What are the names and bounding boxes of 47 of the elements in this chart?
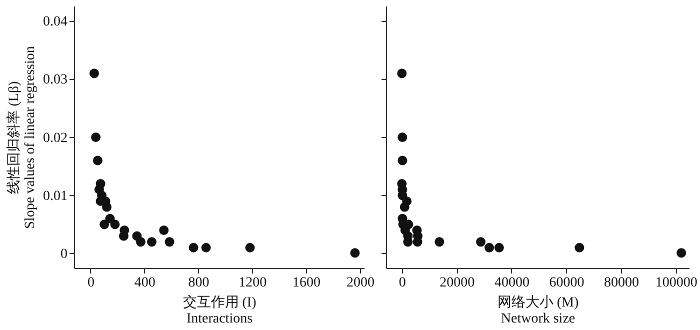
point: [434, 237, 444, 247]
y-tick-label: 0.01: [43, 188, 68, 204]
point: [201, 242, 211, 252]
x-tick-label: 1600: [292, 276, 321, 290]
y-tick-label: 0.04: [43, 14, 68, 30]
point: [400, 202, 410, 212]
x-axis-title: 网络大小 (M) Network size: [497, 294, 579, 326]
point: [398, 156, 408, 166]
point: [89, 68, 99, 78]
point: [91, 132, 101, 142]
x-tick-label: 80000: [604, 276, 640, 290]
x-tick-label: 100000: [655, 276, 698, 290]
point: [147, 237, 156, 247]
point: [398, 132, 408, 142]
x-tick-label: 2000: [346, 276, 374, 290]
y-axis-title: 线性回归斜率 (Lβ) Slope values of linear regression: [6, 46, 38, 229]
x-axis-title: 交互作用 (I) Interactions: [182, 294, 257, 326]
point: [164, 237, 174, 247]
point: [159, 226, 169, 235]
point: [118, 231, 128, 241]
point: [676, 248, 686, 258]
x-tick-label: 400: [134, 276, 156, 290]
point: [136, 237, 146, 247]
y-tick-label: 0.03: [43, 72, 68, 88]
point: [476, 237, 486, 247]
point: [403, 237, 413, 247]
y-tick-label: 0: [60, 246, 68, 262]
x-tick-label: 20000: [440, 276, 475, 290]
x-tick-label: 0: [398, 276, 406, 290]
x-tick-label: 0: [87, 276, 94, 290]
point: [350, 248, 360, 258]
point: [102, 202, 112, 212]
point: [484, 242, 494, 252]
point: [188, 242, 198, 252]
point: [245, 242, 255, 252]
point: [574, 242, 584, 252]
x-tick-label: 60000: [549, 276, 584, 290]
point: [100, 220, 110, 230]
y-tick-label: 0.02: [43, 130, 68, 146]
point: [92, 156, 102, 166]
point: [110, 220, 120, 230]
x-tick-label: 1200: [238, 276, 267, 290]
point: [397, 68, 407, 78]
x-tick-label: 40000: [494, 276, 530, 290]
point: [494, 242, 504, 252]
point: [412, 237, 422, 247]
x-tick-label: 800: [188, 276, 210, 290]
